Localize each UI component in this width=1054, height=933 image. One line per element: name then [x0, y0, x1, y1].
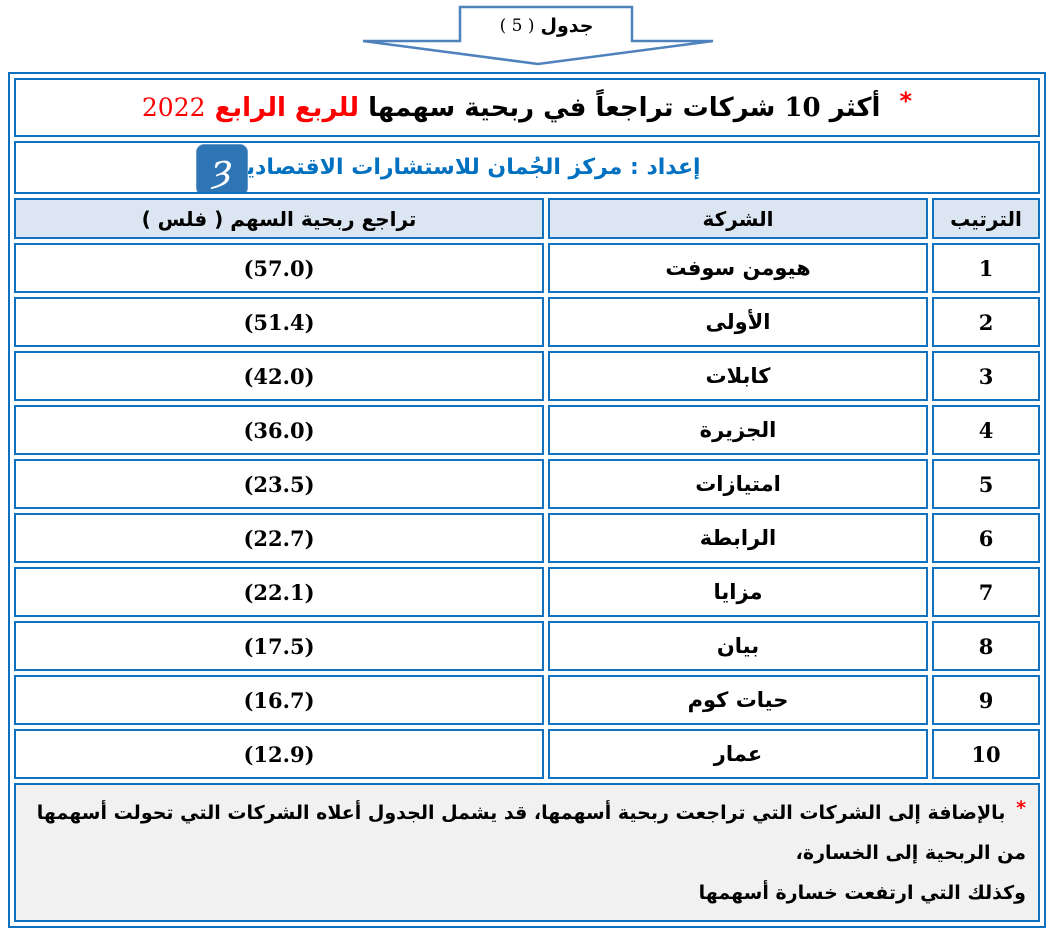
table-row: 8 بيان (17.5): [14, 621, 1040, 672]
footnote-line1: بالإضافة إلى الشركات التي تراجعت ربحية أ…: [36, 801, 1026, 864]
rank-cell: 8: [932, 621, 1040, 672]
table-row: 10 عمار (12.9): [14, 729, 1040, 780]
rank-cell: 5: [932, 459, 1040, 510]
company-cell: حيات كوم: [548, 675, 928, 726]
table-number-label: جدول ( 5 ): [460, 11, 633, 41]
report-table: * أكثر 10 شركات تراجعاً في ربحية سهمها ل…: [10, 74, 1044, 926]
company-cell: بيان: [548, 621, 928, 672]
table-row: 4 الجزيرة (36.0): [14, 405, 1040, 456]
prepared-by-bar: ȝ إعداد : مركز الجُمان للاستشارات الاقتص…: [14, 141, 1040, 195]
table-number-callout: جدول ( 5 ): [362, 4, 715, 68]
company-cell: الرابطة: [548, 513, 928, 564]
rank-cell: 3: [932, 351, 1040, 402]
company-cell: عمار: [548, 729, 928, 780]
company-cell: امتيازات: [548, 459, 928, 510]
rank-cell: 9: [932, 675, 1040, 726]
juman-logo-icon: ȝ: [196, 144, 248, 193]
value-cell: (51.4): [14, 297, 544, 348]
company-cell: الجزيرة: [548, 405, 928, 456]
table-header-row: الترتيب الشركة تراجع ربحية السهم ( فلس ): [14, 198, 1040, 240]
company-cell: كابلات: [548, 351, 928, 402]
table-row: 3 كابلات (42.0): [14, 351, 1040, 402]
title-asterisk: *: [899, 86, 913, 115]
table-word: جدول: [540, 15, 594, 37]
rank-cell: 6: [932, 513, 1040, 564]
value-cell: (23.5): [14, 459, 544, 510]
title-quarter: للربع الرابع: [214, 92, 359, 123]
header-rank: الترتيب: [932, 198, 1040, 240]
report-frame: * أكثر 10 شركات تراجعاً في ربحية سهمها ل…: [8, 72, 1046, 928]
title-prefix: أكثر: [829, 92, 881, 123]
footnote: * بالإضافة إلى الشركات التي تراجعت ربحية…: [14, 783, 1040, 922]
title-year: 2022: [141, 92, 206, 122]
table-row: 2 الأولى (51.4): [14, 297, 1040, 348]
table-row: 7 مزايا (22.1): [14, 567, 1040, 618]
rank-cell: 1: [932, 243, 1040, 294]
table-row: 1 هيومن سوفت (57.0): [14, 243, 1040, 294]
value-cell: (12.9): [14, 729, 544, 780]
prepared-by-text: إعداد : مركز الجُمان للاستشارات الاقتصاد…: [233, 155, 701, 181]
table-number: ( 5 ): [499, 16, 535, 36]
footnote-asterisk: *: [1016, 796, 1026, 819]
value-cell: (22.1): [14, 567, 544, 618]
table-row: 6 الرابطة (22.7): [14, 513, 1040, 564]
rank-cell: 10: [932, 729, 1040, 780]
title-count: 10: [784, 92, 821, 123]
value-cell: (16.7): [14, 675, 544, 726]
value-cell: (36.0): [14, 405, 544, 456]
rank-cell: 2: [932, 297, 1040, 348]
down-arrow-callout-shape: [362, 5, 714, 66]
header-company: الشركة: [548, 198, 928, 240]
company-cell: هيومن سوفت: [548, 243, 928, 294]
header-value: تراجع ربحية السهم ( فلس ): [14, 198, 544, 240]
table-row: 5 امتيازات (23.5): [14, 459, 1040, 510]
title-text: شركات تراجعاً في ربحية سهمها: [368, 92, 776, 123]
value-cell: (17.5): [14, 621, 544, 672]
value-cell: (57.0): [14, 243, 544, 294]
rank-cell: 7: [932, 567, 1040, 618]
footnote-line2: وكذلك التي ارتفعت خسارة أسهمها: [698, 881, 1026, 904]
table-row: 9 حيات كوم (16.7): [14, 675, 1040, 726]
rank-cell: 4: [932, 405, 1040, 456]
report-title: * أكثر 10 شركات تراجعاً في ربحية سهمها ل…: [14, 78, 1040, 138]
company-cell: مزايا: [548, 567, 928, 618]
value-cell: (22.7): [14, 513, 544, 564]
company-cell: الأولى: [548, 297, 928, 348]
value-cell: (42.0): [14, 351, 544, 402]
